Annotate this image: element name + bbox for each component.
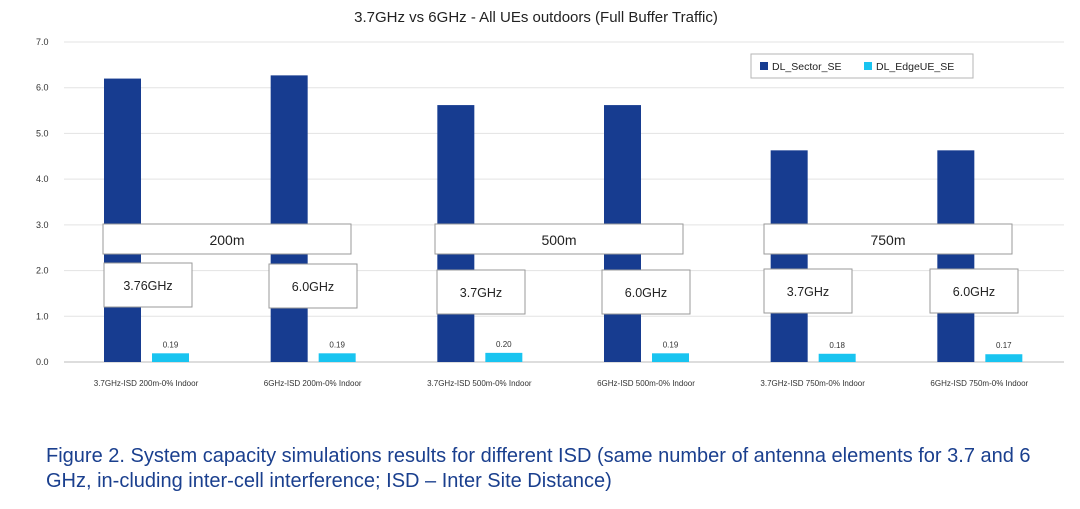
data-label: 0.17	[996, 341, 1012, 350]
legend-swatch	[864, 62, 872, 70]
y-tick-label: 5.0	[36, 128, 49, 138]
legend-box	[750, 53, 974, 79]
figure-caption: Figure 2. System capacity simulations re…	[46, 445, 1031, 492]
data-label: 0.19	[163, 340, 179, 349]
frequency-box-label: 6.0GHz	[292, 280, 334, 294]
bar-DL_EdgeUE_SE	[485, 352, 523, 362]
frequency-box-label: 3.76GHz	[123, 279, 172, 293]
data-label: 0.20	[496, 340, 512, 349]
isd-box-label: 200m	[209, 232, 244, 248]
legend: DL_Sector_SE DL_EdgeUE_SE	[750, 53, 974, 79]
y-tick-label: 1.0	[36, 311, 49, 321]
bar-DL_Sector_SE	[937, 150, 975, 362]
annotation-boxes: 200m 500m 750m 3.76GHz 6.0GHz 3.7GHz 6.0GHz 3.7…	[102, 223, 1019, 315]
bar-DL_Sector_SE	[270, 75, 308, 362]
data-label: 0.19	[663, 340, 679, 349]
bars	[104, 75, 1023, 363]
legend-label: DL_Sector_SE	[772, 61, 841, 73]
y-tick-label: 4.0	[36, 174, 49, 184]
y-tick-label: 6.0	[36, 83, 49, 93]
frequency-box-label: 6.0GHz	[625, 286, 667, 300]
gridlines	[64, 41, 1064, 363]
bar-DL_EdgeUE_SE	[652, 353, 689, 362]
isd-box	[102, 223, 352, 255]
frequency-box	[929, 268, 1019, 314]
x-tick-label: 6GHz-ISD 500m-0% Indoor	[597, 379, 695, 388]
isd-box-label: 750m	[870, 232, 905, 248]
frequency-box-label: 3.7GHz	[787, 285, 829, 299]
bar-DL_Sector_SE	[770, 150, 808, 362]
chart-title: 3.7GHz vs 6GHz - All UEs outdoors (Full …	[354, 9, 718, 26]
frequency-box	[103, 262, 193, 308]
frequency-box-label: 3.7GHz	[460, 286, 502, 300]
isd-box	[434, 223, 684, 255]
bar-DL_EdgeUE_SE	[318, 353, 356, 362]
bar-chart: 3.7GHz vs 6GHz - All UEs outdoors (Full …	[36, 9, 1064, 388]
bar-DL_Sector_SE	[104, 78, 141, 363]
y-tick-label: 0.0	[36, 357, 49, 367]
legend-swatch	[760, 62, 768, 70]
x-tick-label: 6GHz-ISD 200m-0% Indoor	[264, 379, 362, 388]
frequency-box	[268, 263, 358, 309]
frequency-box-label: 6.0GHz	[953, 285, 995, 299]
x-tick-label: 3.7GHz-ISD 200m-0% Indoor	[94, 379, 199, 388]
y-tick-label: 2.0	[36, 266, 49, 276]
bar-DL_EdgeUE_SE	[818, 353, 856, 362]
x-tick-label: 3.7GHz-ISD 750m-0% Indoor	[760, 379, 865, 388]
x-tick-label: 6GHz-ISD 750m-0% Indoor	[930, 379, 1028, 388]
frequency-box	[601, 269, 691, 315]
data-label: 0.19	[329, 340, 345, 349]
y-tick-label: 7.0	[36, 37, 49, 47]
data-label: 0.18	[829, 341, 845, 350]
legend-label: DL_EdgeUE_SE	[876, 61, 954, 73]
y-axis-ticks: 0.0 1.0 2.0 3.0 4.0 5.0 6.0 7.0	[36, 37, 49, 367]
x-axis-ticks: 3.7GHz-ISD 200m-0% Indoor 6GHz-ISD 200m-0…	[94, 379, 1029, 388]
isd-box	[763, 223, 1013, 255]
x-tick-label: 3.7GHz-ISD 500m-0% Indoor	[427, 379, 532, 388]
frequency-box	[763, 268, 853, 314]
y-tick-label: 3.0	[36, 220, 49, 230]
data-labels: 0.19 0.19 0.20 0.19 0.18 0.17	[163, 340, 1012, 350]
bar-DL_EdgeUE_SE	[985, 354, 1023, 362]
isd-box-label: 500m	[541, 232, 576, 248]
bar-DL_EdgeUE_SE	[152, 353, 189, 362]
frequency-box	[436, 269, 526, 315]
